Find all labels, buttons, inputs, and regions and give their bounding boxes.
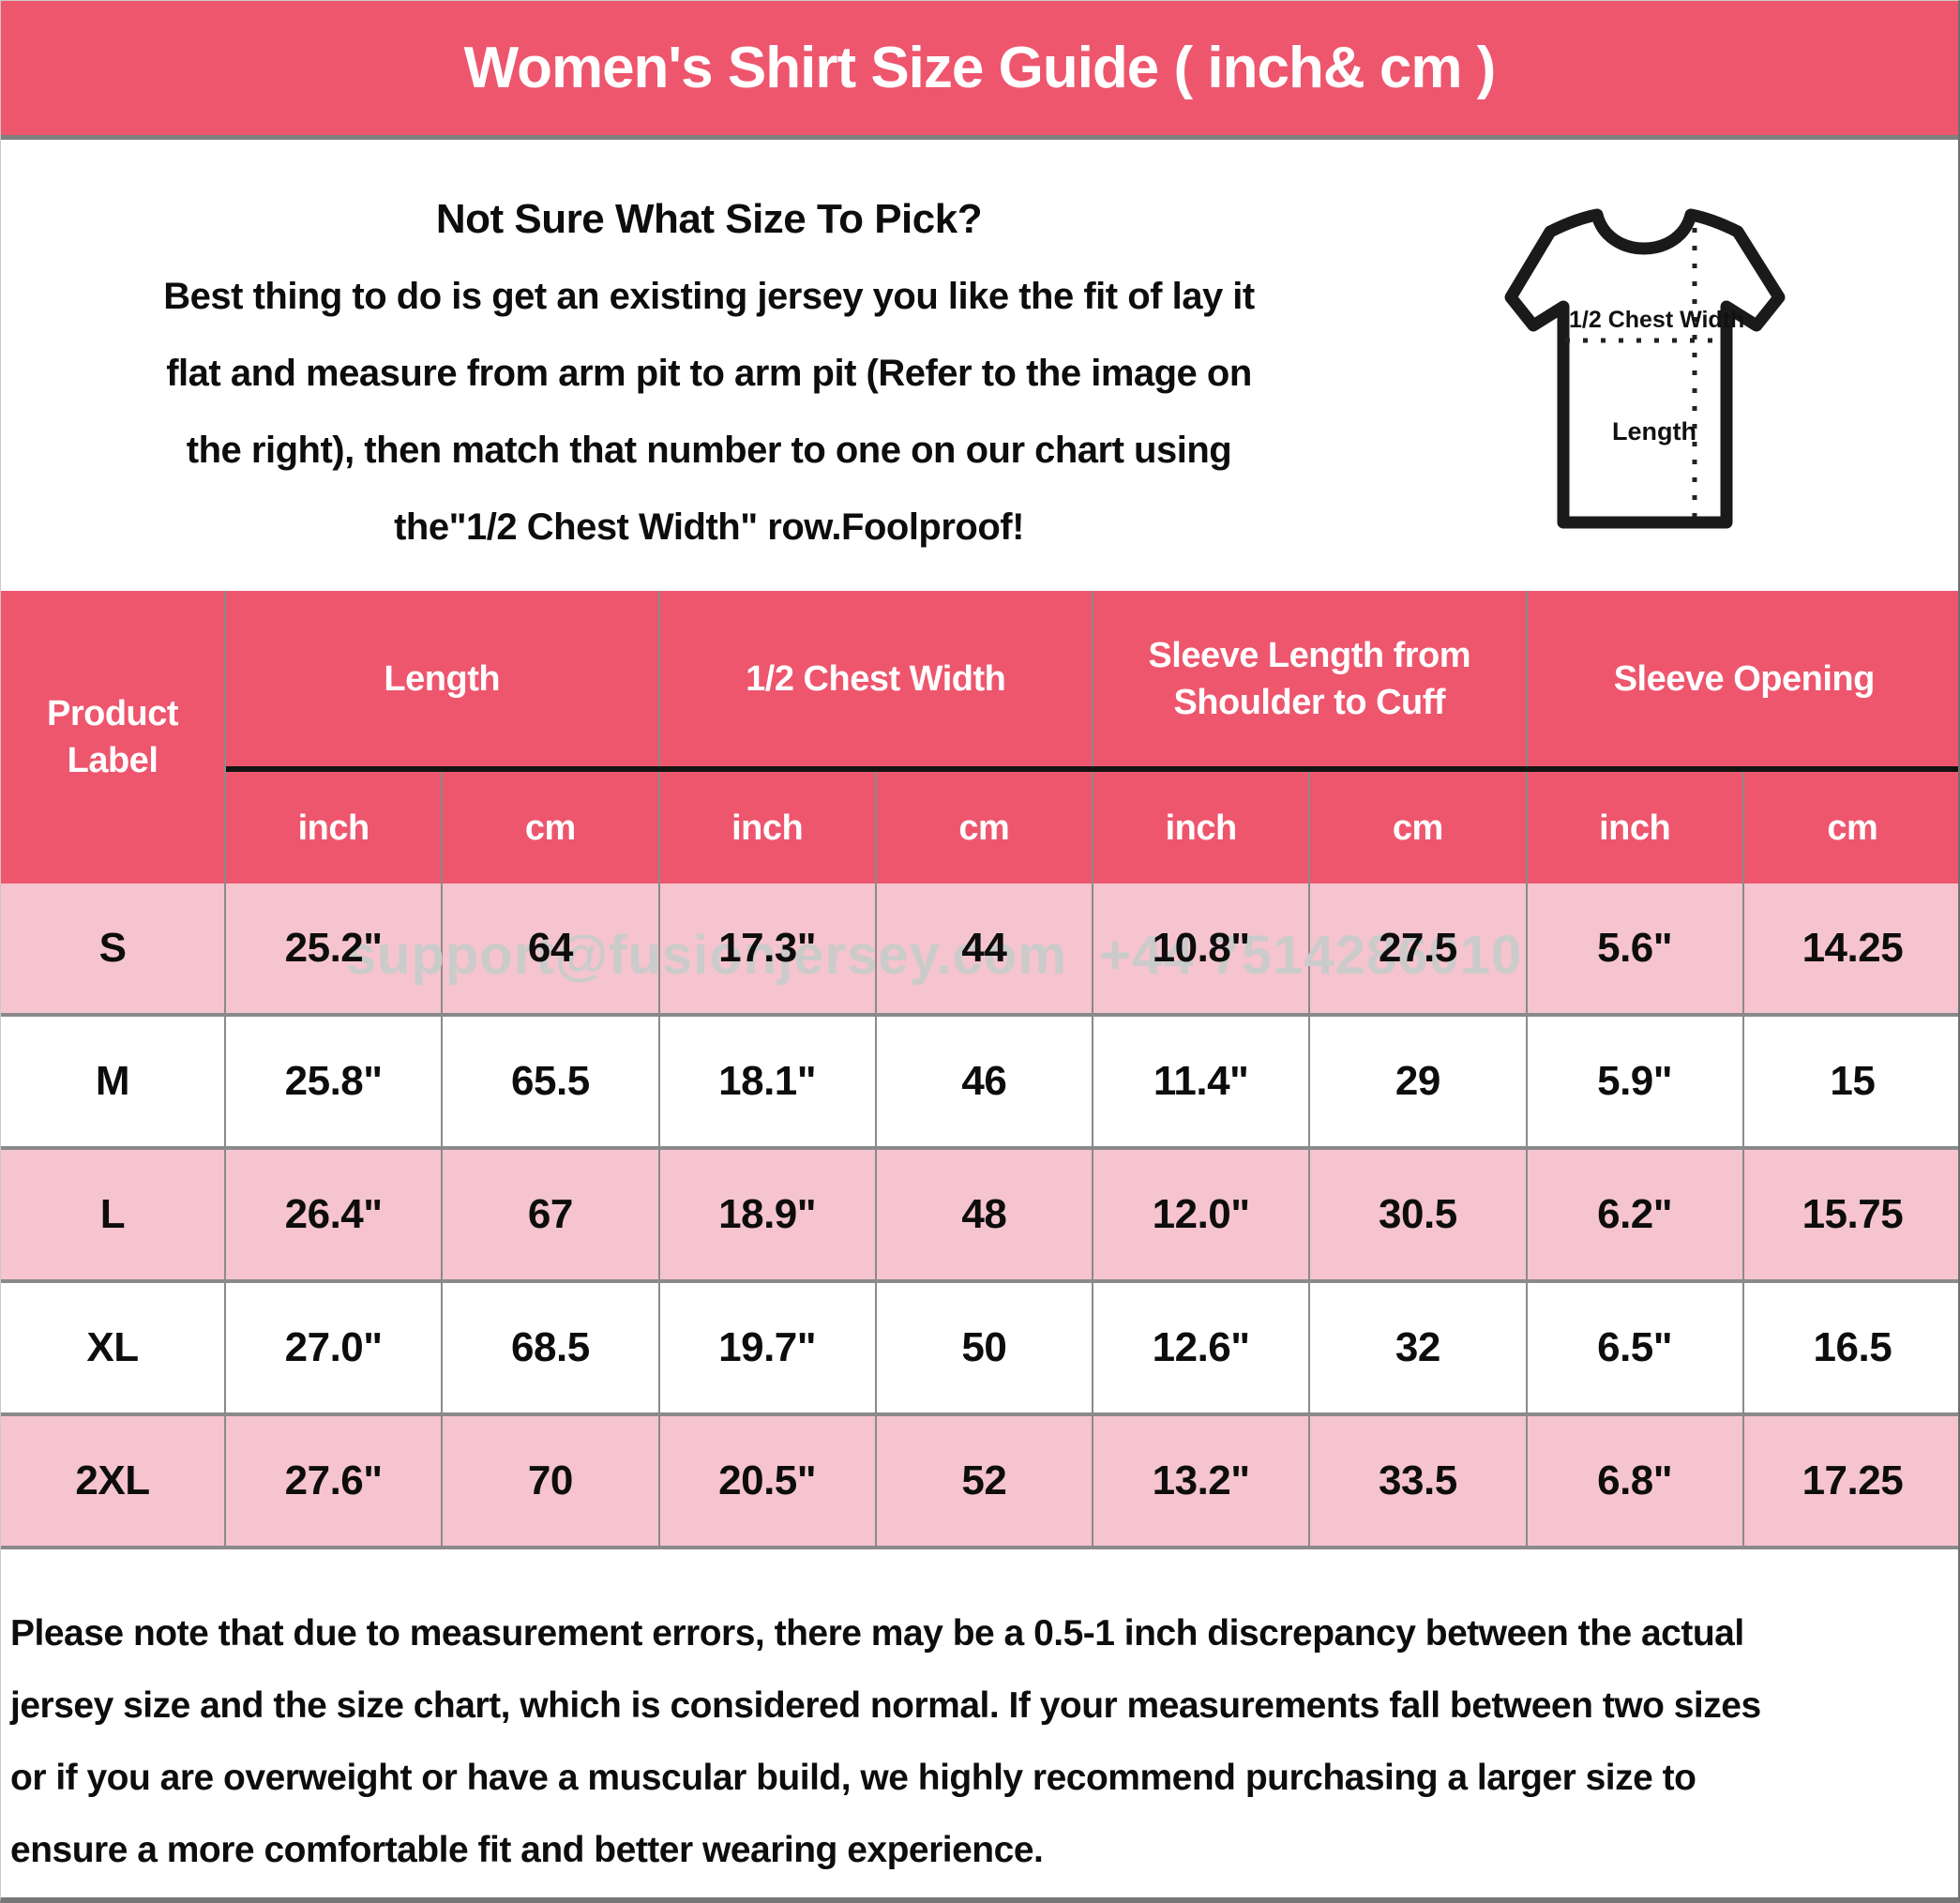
intro-line: the right), then match that number to on… — [186, 430, 1232, 471]
intro-line: the"1/2 Chest Width" row.Foolproof! — [394, 506, 1024, 548]
row-divider — [1, 1146, 1958, 1150]
table-cell: 6.5" — [1527, 1283, 1744, 1412]
footer-line: ensure a more comfortable fit and better… — [10, 1830, 1044, 1870]
header-group-sleeve-length: Sleeve Length from Shoulder to Cuff — [1093, 591, 1528, 766]
table-cell: 16.5 — [1743, 1283, 1958, 1412]
table-cell: 27.0" — [226, 1283, 444, 1412]
title-banner: Women's Shirt Size Guide ( inch& cm ) — [1, 1, 1958, 135]
unit-header: cm — [443, 772, 660, 884]
table-cell: 65.5 — [443, 1017, 660, 1146]
table-cell: 14.25 — [1743, 884, 1958, 1013]
unit-header: inch — [659, 772, 877, 884]
table-cell: 18.9" — [659, 1150, 877, 1279]
footer-line: Please note that due to measurement erro… — [10, 1613, 1744, 1654]
header-group-chest-width: 1/2 Chest Width — [659, 591, 1093, 766]
table-cell: 48 — [876, 1150, 1093, 1279]
tshirt-diagram-icon: 1/2 Chest Width Length — [1488, 198, 1803, 560]
tshirt-outline — [1504, 208, 1786, 529]
row-divider — [1, 1546, 1958, 1549]
unit-header: inch — [1527, 772, 1744, 884]
table-cell: 12.6" — [1093, 1283, 1311, 1412]
size-row-2xl-label: 2XL — [1, 1416, 226, 1546]
row-divider — [1, 1279, 1958, 1283]
page-title: Women's Shirt Size Guide ( inch& cm ) — [463, 36, 1497, 100]
size-table: Product Label Length 1/2 Chest Width Sle… — [1, 591, 1958, 1549]
row-divider — [1, 1412, 1958, 1416]
header-group-sleeve-opening: Sleeve Opening — [1527, 591, 1958, 766]
table-cell: 30.5 — [1310, 1150, 1528, 1279]
table-cell: 68.5 — [443, 1283, 660, 1412]
banner-divider — [1, 135, 1958, 140]
footer-line: or if you are overweight or have a muscu… — [10, 1758, 1696, 1798]
intro-text-block: Not Sure What Size To Pick? Best thing t… — [1, 181, 1417, 566]
chest-width-label: 1/2 Chest Width — [1569, 307, 1744, 333]
size-row-l-label: L — [1, 1150, 226, 1279]
table-cell: 32 — [1310, 1283, 1528, 1412]
table-cell: 44 — [876, 884, 1093, 1013]
row-divider — [1, 1013, 1958, 1017]
table-cell: 67 — [443, 1150, 660, 1279]
table-cell: 15 — [1743, 1017, 1958, 1146]
table-cell: 6.2" — [1527, 1150, 1744, 1279]
intro-line: flat and measure from arm pit to arm pit… — [166, 353, 1252, 394]
header-divider-line — [226, 766, 1958, 772]
table-cell: 26.4" — [226, 1150, 444, 1279]
table-cell: 17.25 — [1743, 1416, 1958, 1546]
length-label: Length — [1612, 417, 1696, 446]
table-cell: 52 — [876, 1416, 1093, 1546]
table-cell: 6.8" — [1527, 1416, 1744, 1546]
table-cell: 13.2" — [1093, 1416, 1311, 1546]
size-row-xl-label: XL — [1, 1283, 226, 1412]
table-cell: 18.1" — [659, 1017, 877, 1146]
table-cell: 25.2" — [226, 884, 444, 1013]
table-cell: 19.7" — [659, 1283, 877, 1412]
unit-header: inch — [1093, 772, 1311, 884]
footer-line: jersey size and the size chart, which is… — [10, 1685, 1761, 1726]
table-cell: 33.5 — [1310, 1416, 1528, 1546]
size-row-m-label: M — [1, 1017, 226, 1146]
table-cell: 27.5 — [1310, 884, 1528, 1013]
table-cell: 15.75 — [1743, 1150, 1958, 1279]
table-cell: 17.3" — [659, 884, 877, 1013]
table-cell: 5.6" — [1527, 884, 1744, 1013]
size-row-s-label: S — [1, 884, 226, 1013]
table-cell: 12.0" — [1093, 1150, 1311, 1279]
table-cell: 50 — [876, 1283, 1093, 1412]
footer-note: Please note that due to measurement erro… — [10, 1597, 1948, 1886]
unit-header: cm — [876, 772, 1093, 884]
unit-header: cm — [1743, 772, 1958, 884]
table-cell: 25.8" — [226, 1017, 444, 1146]
unit-header: inch — [226, 772, 444, 884]
table-cell: 64 — [443, 884, 660, 1013]
unit-header: cm — [1310, 772, 1528, 884]
intro-line: Best thing to do is get an existing jers… — [163, 276, 1255, 317]
table-cell: 46 — [876, 1017, 1093, 1146]
table-cell: 20.5" — [659, 1416, 877, 1546]
table-cell: 10.8" — [1093, 884, 1311, 1013]
table-cell: 11.4" — [1093, 1017, 1311, 1146]
intro-heading: Not Sure What Size To Pick? — [435, 196, 983, 242]
table-cell: 27.6" — [226, 1416, 444, 1546]
header-product-label: Product Label — [1, 591, 226, 884]
table-cell: 70 — [443, 1416, 660, 1546]
table-cell: 29 — [1310, 1017, 1528, 1146]
header-group-length: Length — [226, 591, 660, 766]
table-cell: 5.9" — [1527, 1017, 1744, 1146]
